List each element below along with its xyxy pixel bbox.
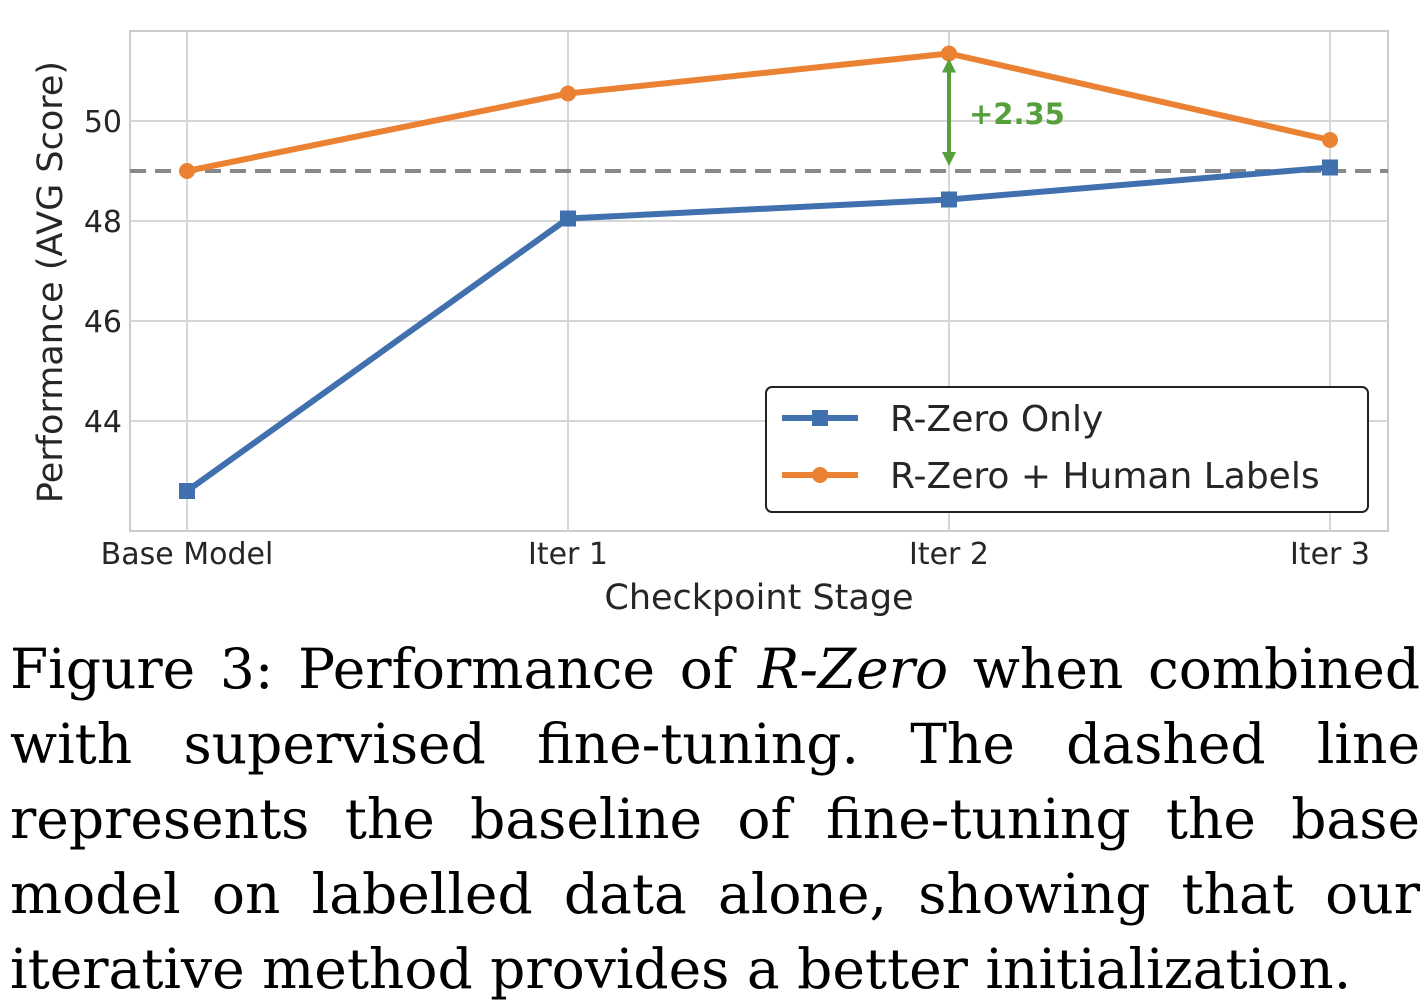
series-1-point (179, 483, 195, 499)
series-2-point (179, 163, 195, 179)
line-chart: +2.35 44 46 48 50 Base Model Iter 1 Iter 2 Ite… (31, 30, 1389, 618)
series-1-point (941, 191, 957, 208)
x-tick-label: Iter 2 (909, 537, 989, 572)
y-tick-label: 44 (84, 405, 122, 440)
series-2-point (941, 45, 957, 62)
annotation-label: +2.35 (969, 97, 1065, 131)
legend-label-2: R-Zero + Human Labels (890, 456, 1320, 497)
series-line-2 (186, 50, 1331, 174)
caption-text-after: when combined with supervised fine-tunin… (10, 637, 1421, 1001)
x-tick-label: Base Model (101, 537, 274, 572)
annotation-arrow-head-up (942, 58, 956, 73)
y-axis-label: Performance (AVG Score) (31, 61, 71, 503)
figure-caption: Figure 3: Performance of R-Zero when com… (10, 632, 1420, 1007)
annotation-arrow-head-down (942, 152, 956, 166)
y-tick-label: 50 (84, 105, 122, 140)
caption-label: Figure 3: (10, 637, 274, 701)
legend-marker-1 (812, 410, 828, 426)
caption-text-before: Performance of (298, 637, 734, 701)
chart-figure: +2.35 44 46 48 50 Base Model Iter 1 Iter 2 Ite… (31, 30, 1389, 618)
series-2-point (1322, 132, 1338, 148)
series-2-point (560, 85, 576, 102)
legend: R-Zero Only R-Zero + Human Labels (765, 386, 1369, 513)
legend-marker-2 (812, 467, 828, 483)
legend-label-1: R-Zero Only (890, 399, 1103, 440)
y-tick-labels: 44 46 48 50 (84, 105, 122, 440)
series-1-point (560, 210, 576, 227)
x-tick-labels: Base Model Iter 1 Iter 2 Iter 3 (101, 537, 1370, 572)
x-tick-label: Iter 1 (528, 537, 608, 572)
y-tick-label: 48 (84, 205, 122, 240)
series-1-point (1322, 159, 1338, 176)
x-axis-label: Checkpoint Stage (604, 578, 913, 618)
legend-box (765, 386, 1369, 513)
annotation-layer: +2.35 (942, 58, 1065, 166)
y-tick-label: 46 (84, 305, 122, 340)
x-tick-label: Iter 3 (1290, 537, 1370, 572)
series-line-1 (185, 164, 1331, 494)
series-layer (179, 45, 1338, 499)
caption-emphasis: R-Zero (757, 637, 949, 701)
